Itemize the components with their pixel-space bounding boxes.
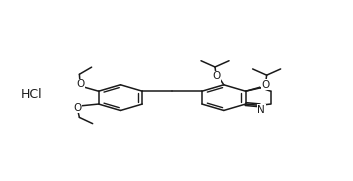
Text: O: O [262, 80, 270, 90]
Text: O: O [212, 71, 220, 81]
Text: HCl: HCl [21, 88, 42, 101]
Text: N: N [257, 105, 265, 115]
Text: O: O [76, 79, 84, 89]
Text: O: O [73, 103, 82, 113]
